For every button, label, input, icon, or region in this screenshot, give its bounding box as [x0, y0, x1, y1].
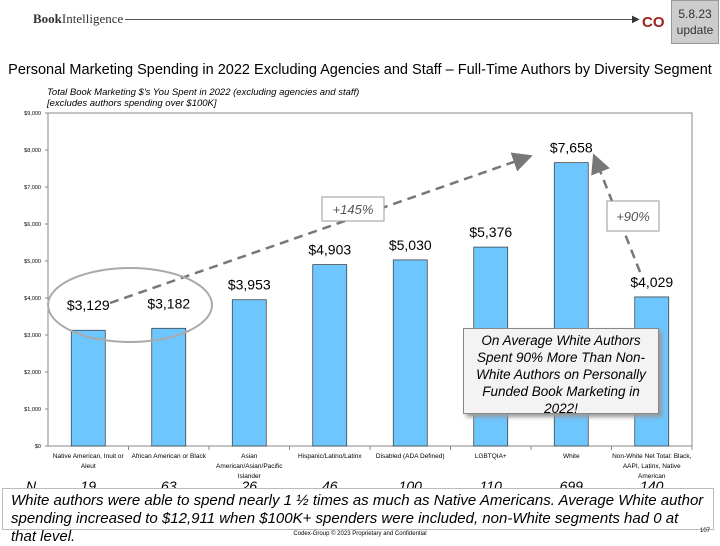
header-rule — [125, 19, 635, 20]
callout-box: On Average White Authors Spent 90% More … — [463, 328, 659, 416]
bar — [70, 329, 106, 447]
data-label: $5,030 — [389, 237, 432, 253]
x-category-label: Non-White Net Total: Black, AAPI, Latinx… — [612, 453, 692, 480]
y-tick-label: $0 — [35, 444, 41, 450]
data-label: $4,029 — [630, 274, 673, 290]
annotation-box-90 — [606, 200, 660, 232]
trend-arrow-145 — [109, 152, 533, 305]
y-tick-label: $1,000 — [24, 407, 41, 413]
chart-subtitle-note: [excludes authors spending over $100K] — [47, 98, 217, 109]
logo: BookIntelligence — [33, 11, 124, 26]
bar — [231, 299, 267, 447]
data-label: $7,658 — [550, 140, 593, 156]
footer: Codex-Group © 2023 Proprietary and Confi… — [293, 531, 427, 537]
x-category-label: Asian American/Asian/Pacific Islander — [216, 453, 283, 480]
page-number: 107 — [700, 528, 711, 534]
y-tick-label: $3,000 — [24, 333, 41, 339]
bar — [151, 327, 187, 447]
chart-subtitle: Total Book Marketing $'s You Spent in 20… — [47, 87, 360, 98]
data-label: $3,953 — [228, 277, 271, 293]
data-label: $3,129 — [67, 297, 110, 313]
n-label: N — [26, 478, 37, 494]
brand-fragment: CO — [642, 14, 665, 31]
y-tick-label: $4,000 — [24, 296, 41, 302]
x-category-label: LGBTQIA+ — [474, 453, 507, 460]
x-category-label: African American or Black — [131, 453, 206, 460]
data-label: $4,903 — [308, 242, 351, 258]
bar — [392, 259, 428, 447]
y-tick-label: $6,000 — [24, 222, 41, 228]
summary-note: White authors were able to spend nearly … — [2, 488, 714, 545]
arrow-icon: ▶ — [632, 14, 640, 25]
y-tick-label: $2,000 — [24, 370, 41, 376]
annotation-box-145 — [321, 196, 385, 222]
bar — [312, 264, 348, 447]
update-badge: 5.8.23 update — [671, 0, 719, 44]
highlight-ellipse — [47, 267, 213, 343]
y-tick-label: $9,000 — [24, 111, 41, 117]
y-tick-label: $8,000 — [24, 148, 41, 154]
x-category-label: Disabled (ADA Defined) — [375, 453, 445, 460]
y-tick-label: $7,000 — [24, 185, 41, 191]
x-category-label: Native American, Inuit or Aleut — [52, 453, 124, 470]
x-category-label: White — [562, 453, 580, 460]
data-label: $3,182 — [147, 295, 190, 311]
page-title: Personal Marketing Spending in 2022 Excl… — [8, 62, 712, 78]
y-tick-label: $5,000 — [24, 259, 41, 265]
annotation-145: +145% — [333, 202, 374, 217]
annotation-90: +90% — [616, 209, 650, 224]
x-category-label: Hispanic/Latino/Latinx — [297, 453, 362, 460]
data-label: $5,376 — [469, 224, 512, 240]
